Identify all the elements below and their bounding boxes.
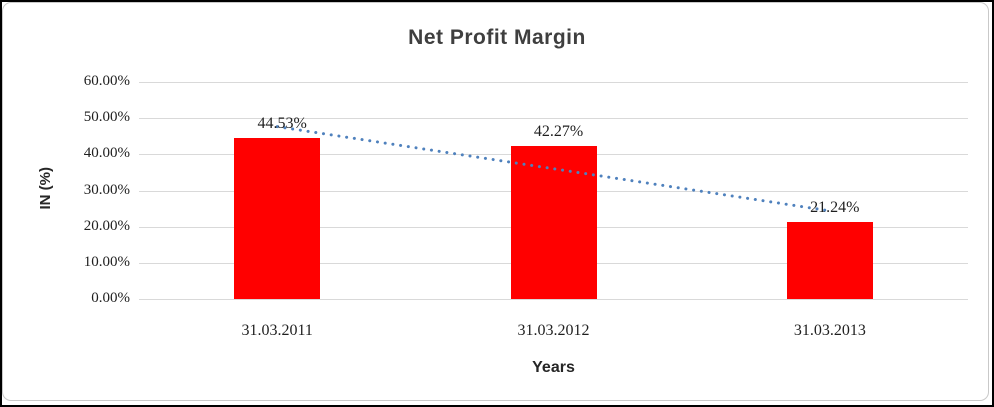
x-axis-title: Years — [532, 359, 575, 376]
gridline — [139, 82, 968, 83]
gridline — [139, 118, 968, 120]
y-tick-label: 10.00% — [83, 253, 130, 270]
y-tick-label: 0.00% — [91, 290, 130, 306]
bar-data-label: 44.53% — [257, 114, 307, 132]
y-tick-label: 20.00% — [83, 217, 130, 234]
chart-title: Net Profit Margin — [408, 26, 586, 49]
x-tick-label: 31.03.2011 — [241, 322, 313, 339]
bar-31.03.2013 — [786, 222, 873, 299]
bar-31.03.2012 — [510, 146, 597, 299]
bar-data-label: 42.27% — [533, 123, 584, 141]
y-tick-label: 40.00% — [83, 145, 130, 162]
x-tick-label: 31.03.2013 — [793, 322, 866, 339]
bar-31.03.2011 — [234, 137, 321, 299]
gridline — [139, 299, 968, 300]
y-tick-label: 60.00% — [83, 73, 130, 89]
x-tick-label: 31.03.2012 — [517, 322, 590, 339]
y-tick-label: 30.00% — [83, 181, 130, 198]
y-tick-label: 50.00% — [83, 109, 130, 126]
bar-data-label: 21.24% — [810, 199, 860, 217]
